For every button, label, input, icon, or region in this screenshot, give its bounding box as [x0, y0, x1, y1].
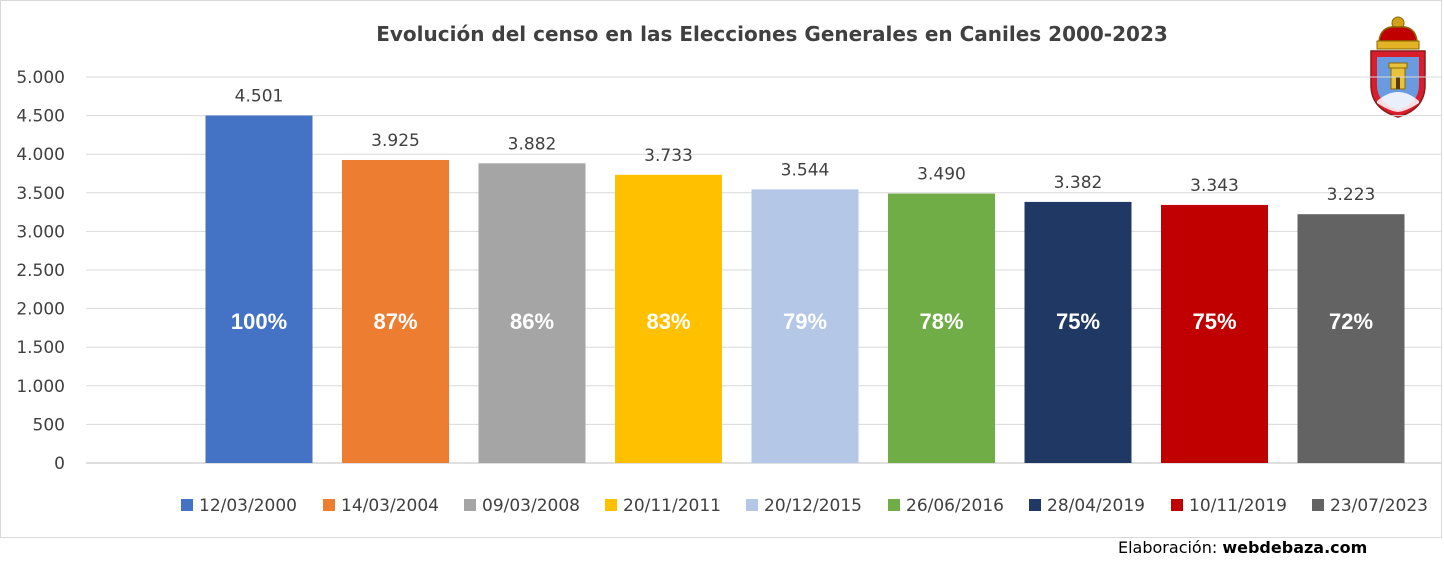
percent-label: 87% [373, 309, 417, 334]
data-label: 3.733 [644, 146, 693, 166]
percent-label: 79% [783, 309, 827, 334]
legend-item: 26/06/2016 [888, 496, 1004, 516]
percent-label: 75% [1192, 309, 1236, 334]
credit-source: webdebaza.com [1222, 538, 1368, 557]
bar [342, 159, 449, 464]
data-label: 3.382 [1054, 173, 1103, 193]
legend-item: 20/11/2011 [605, 496, 721, 516]
legend-item: 12/03/2000 [181, 496, 297, 516]
chart-frame: Evolución del censo en las Elecciones Ge… [0, 0, 1442, 538]
legend-label: 20/11/2011 [623, 496, 721, 516]
data-label: 3.490 [917, 165, 966, 185]
bar [205, 115, 313, 463]
legend-item: 14/03/2004 [323, 496, 439, 516]
legend-swatch [605, 499, 617, 511]
data-label: 4.501 [235, 87, 284, 107]
percent-label: 72% [1329, 309, 1373, 334]
data-label: 3.882 [508, 134, 557, 154]
bar [615, 174, 722, 464]
bar [1297, 214, 1405, 463]
legend-label: 10/11/2019 [1189, 496, 1287, 516]
legend-item: 09/03/2008 [464, 496, 580, 516]
y-tick-label: 3.500 [16, 184, 65, 204]
y-tick-label: 4.000 [16, 145, 65, 165]
legend-swatch [888, 499, 900, 511]
bar [888, 193, 995, 463]
legend-item: 10/11/2019 [1171, 496, 1287, 516]
y-tick-label: 500 [33, 415, 65, 435]
y-tick-label: 3.000 [16, 222, 65, 242]
y-tick-label: 2.500 [16, 261, 65, 281]
data-label: 3.223 [1327, 185, 1376, 205]
y-tick-label: 5.000 [16, 68, 65, 88]
bar [1161, 204, 1268, 463]
legend-item: 20/12/2015 [746, 496, 862, 516]
legend-swatch [1029, 499, 1041, 511]
data-label: 3.544 [781, 160, 830, 180]
legend-swatch [746, 499, 758, 511]
y-tick-label: 0 [54, 454, 65, 474]
legend-item: 28/04/2019 [1029, 496, 1145, 516]
percent-label: 75% [1056, 309, 1100, 334]
legend-swatch [181, 499, 193, 511]
legend-label: 23/07/2023 [1330, 496, 1428, 516]
data-label: 3.925 [371, 131, 420, 151]
legend-item: 23/07/2023 [1312, 496, 1428, 516]
bar [751, 189, 859, 463]
bar [1024, 201, 1132, 463]
legend-swatch [323, 499, 335, 511]
percent-label: 86% [510, 309, 554, 334]
legend-label: 09/03/2008 [482, 496, 580, 516]
y-tick-label: 1.500 [16, 338, 65, 358]
credit-line: Elaboración: webdebaza.com [1118, 538, 1367, 557]
legend-label: 20/12/2015 [764, 496, 862, 516]
y-tick-label: 1.000 [16, 377, 65, 397]
bar [478, 163, 586, 463]
bar-chart: Evolución del censo en las Elecciones Ge… [16, 16, 1441, 516]
coat-of-arms-icon [1370, 16, 1426, 118]
legend-swatch [1312, 499, 1324, 511]
legend-label: 12/03/2000 [199, 496, 297, 516]
data-label: 3.343 [1190, 176, 1239, 196]
chart-title: Evolución del censo en las Elecciones Ge… [376, 22, 1168, 46]
y-tick-label: 4.500 [16, 107, 65, 127]
percent-label: 83% [646, 309, 690, 334]
legend-swatch [1171, 499, 1183, 511]
percent-label: 78% [919, 309, 963, 334]
percent-label: 100% [231, 309, 287, 334]
legend-label: 14/03/2004 [341, 496, 439, 516]
credit-prefix: Elaboración: [1118, 538, 1223, 557]
legend-swatch [464, 499, 476, 511]
legend-label: 26/06/2016 [906, 496, 1004, 516]
y-tick-label: 2.000 [16, 300, 65, 320]
legend-label: 28/04/2019 [1047, 496, 1145, 516]
